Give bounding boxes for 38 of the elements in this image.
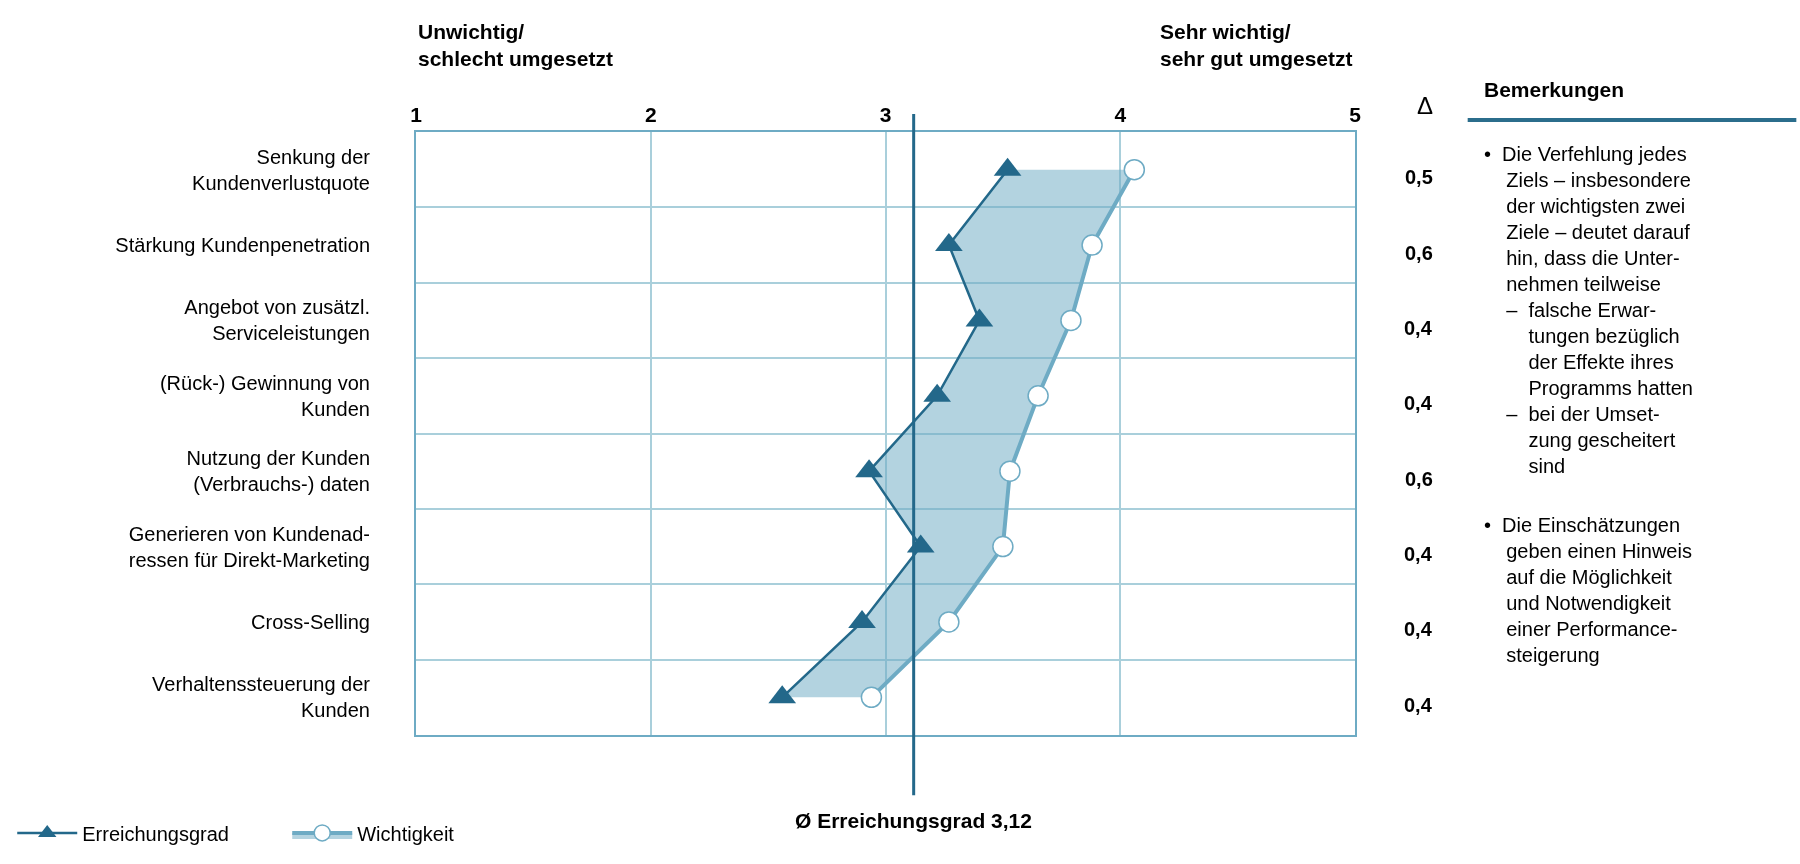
text: • Die Verfehlung jedes Ziels – insbesondere der wichtigsten zwei Ziele – deutet darauf hin, dass die Unter- nehmen teilweise – falsche Erwar- tungen bezüglich der Effekte ihres Programms hatten – bei der Umset- zung gescheitert sind — [1484, 143, 1693, 477]
y-tick-label: Nutzung der Kunden (Verbrauchs-) daten — [186, 447, 370, 496]
point — [1027, 385, 1049, 407]
y2-tick-label: 0,4 — [1404, 543, 1433, 565]
y2-tick-label: 0,5 — [1405, 166, 1433, 188]
x-tick-label: 1 — [410, 102, 423, 126]
point — [999, 460, 1021, 482]
x-tick-label: 3 — [879, 102, 892, 126]
legend-label: Erreichungsgrad — [82, 822, 229, 845]
x-tick-label: 2 — [644, 102, 657, 126]
y2-tick-label: 0,6 — [1405, 242, 1433, 264]
y-tick-label: Angebot von zusätzl. Serviceleistungen — [184, 296, 370, 345]
y2-tick-label: 0,4 — [1404, 694, 1433, 716]
y2-tick-label: 0,4 — [1404, 618, 1433, 640]
ref-line-label: Ø Erreichungsgrad 3,12 — [795, 809, 1032, 832]
y-tick-label: (Rück-) Gewinnung von Kunden — [159, 371, 370, 420]
text: • Die Einschätzungen geben einen Hinweis auf die Möglichkeit und Notwendigkeit einer Performance- steigerung — [1484, 514, 1692, 666]
y2-tick-label: 0,4 — [1404, 317, 1433, 339]
y2-axis-title: Δ — [1417, 92, 1434, 119]
legend-label: Wichtigkeit — [357, 822, 455, 845]
text: Unwichtig/ schlecht umgesetzt — [418, 20, 613, 71]
point — [1081, 234, 1103, 256]
point — [860, 686, 883, 709]
y-tick-label: Verhaltenssteuerung der Kunden — [152, 673, 371, 722]
y-tick-label: Cross-Selling — [251, 610, 370, 633]
text: Bemerkungen — [1484, 78, 1625, 101]
y-tick-label: Senkung der Kundenverlustquote — [192, 145, 371, 194]
x-tick-label: 5 — [1349, 102, 1362, 126]
point — [938, 611, 960, 633]
y2-tick-label: 0,4 — [1404, 392, 1433, 414]
x-tick-label: 4 — [1114, 102, 1127, 126]
point — [1060, 309, 1082, 332]
text: Sehr wichtig/ sehr gut umgesetzt — [1160, 20, 1353, 71]
point — [992, 535, 1014, 558]
y-tick-label: Stärkung Kundenpenetration — [115, 234, 370, 257]
y-tick-label: Generieren von Kundenad- ressen für Direkt-Marketing — [128, 522, 370, 571]
point — [1123, 158, 1146, 181]
y2-tick-label: 0,6 — [1405, 468, 1433, 490]
